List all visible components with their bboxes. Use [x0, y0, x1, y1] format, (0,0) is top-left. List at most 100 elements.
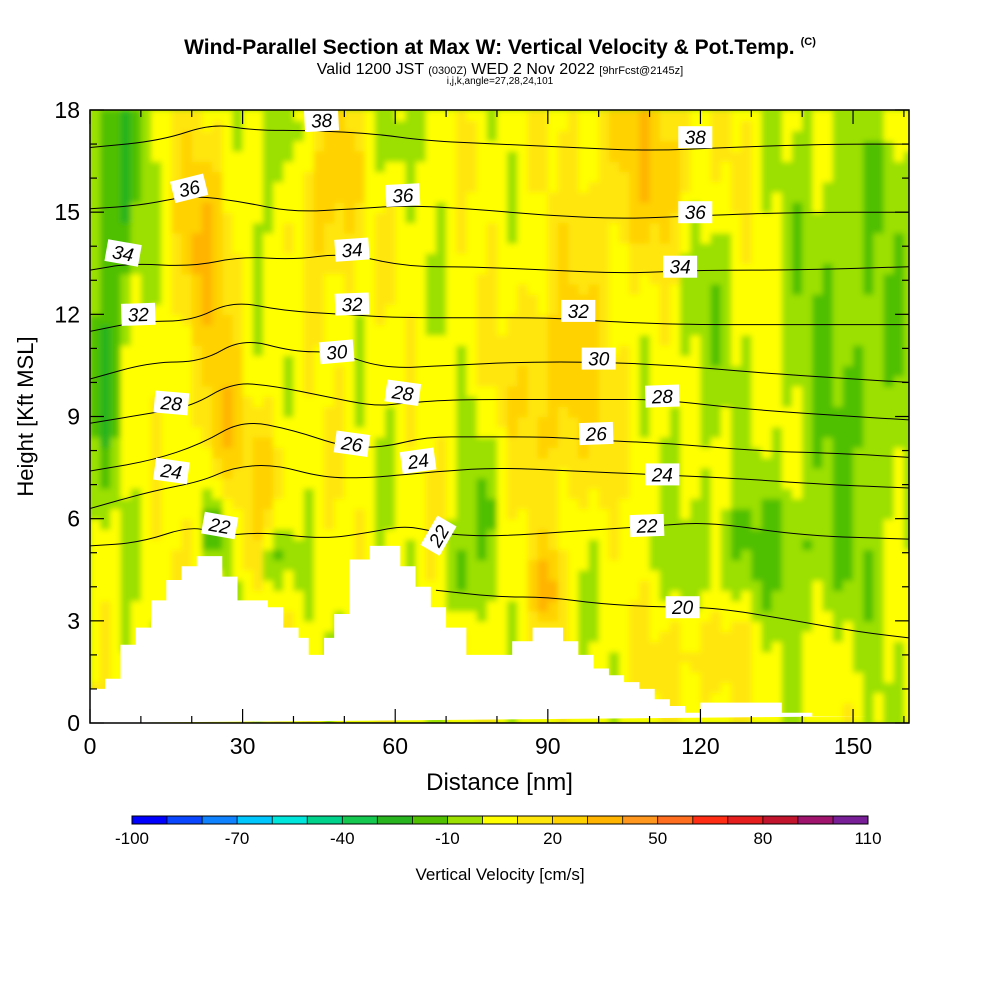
terrain-profile: [90, 545, 869, 723]
colorbar-tick-label: 110: [854, 829, 881, 848]
contour-label-box: [678, 126, 713, 149]
colorbar-swatch: [342, 816, 378, 824]
contour-label-text: 28: [159, 393, 183, 416]
contour-label-box: [334, 292, 370, 316]
contour-label: 32: [561, 299, 596, 323]
contour-label-text: 32: [341, 295, 363, 317]
chart-title-text: Wind-Parallel Section at Max W: Vertical…: [184, 36, 795, 59]
contour-label-text: 22: [206, 515, 232, 540]
contour-label-text: 22: [635, 516, 658, 538]
valid-time-utc: (0300Z): [428, 65, 467, 77]
x-tick-label: 150: [834, 733, 872, 759]
contour-label-text: 38: [310, 111, 333, 133]
contour-label-text: 30: [325, 342, 348, 365]
isentrope-38: [90, 125, 909, 151]
contour-label-text: 24: [405, 450, 430, 474]
colorbar-swatch: [727, 816, 763, 824]
isentrope-26: [90, 423, 909, 472]
contour-label-text: 28: [650, 387, 673, 409]
y-tick-label: 0: [67, 710, 80, 736]
x-axis-label: Distance [nm]: [426, 769, 573, 796]
colorbar-swatch: [552, 816, 588, 824]
contour-label-box: [644, 384, 680, 408]
contour-label-box: [665, 596, 700, 619]
colorbar-swatch: [272, 816, 308, 824]
contour-label: 28: [153, 390, 190, 416]
valid-time-prefix: Valid 1200 JST: [316, 61, 424, 78]
colorbar-swatch: [517, 816, 553, 824]
y-tick-label: 18: [54, 97, 80, 123]
colorbar-swatch: [657, 816, 693, 824]
contour-label: 34: [334, 237, 370, 262]
isentrope-28: [90, 383, 909, 424]
contour-label-text: 32: [568, 302, 590, 323]
colorbar-swatch: [447, 816, 483, 824]
chart-title: Wind-Parallel Section at Max W: Vertical…: [0, 36, 1000, 60]
colorbar-swatch: [307, 816, 343, 824]
colorbar-swatch: [377, 816, 413, 824]
contour-label-box: [333, 430, 371, 457]
contour-label: 36: [385, 183, 421, 208]
colorbar-swatch: [132, 816, 167, 824]
isentrope-30: [90, 342, 909, 383]
contour-label-box: [399, 447, 437, 475]
contour-label: 32: [120, 302, 156, 327]
y-tick-label: 15: [54, 199, 80, 225]
contour-label-box: [120, 302, 156, 326]
contour-label-box: [384, 379, 422, 406]
colorbar-swatch: [797, 816, 833, 824]
contour-label-text: 26: [584, 424, 607, 446]
contour-label: 22: [201, 511, 239, 540]
contour-label-box: [420, 515, 457, 556]
colorbar-tick-label: -100: [115, 829, 149, 848]
copyright-mark: (C): [800, 36, 816, 48]
colorbar-swatch: [237, 816, 273, 824]
x-tick-label: 120: [681, 733, 719, 759]
y-tick-label: 12: [54, 301, 80, 327]
colorbar-tick-label: -40: [330, 829, 355, 848]
contour-label: 22: [629, 513, 665, 538]
valid-date: WED 2 Nov 2022: [471, 61, 595, 78]
colorbar-tick-label: -70: [225, 829, 250, 848]
isentrope-24: [90, 465, 909, 509]
contour-label-box: [385, 183, 421, 207]
contour-label-text: 34: [670, 258, 691, 279]
contour-label-box: [104, 239, 142, 267]
contour-label: 38: [303, 108, 340, 133]
chart-subtitle: i,j,k,angle=27,28,24,101: [446, 76, 554, 87]
colorbar: -100 -70 -40 -10 20 50 80 110 Vertical Velocity …: [115, 815, 882, 884]
contour-label-text: 34: [341, 240, 364, 262]
contour-label-box: [303, 108, 340, 133]
contour-label: 34: [104, 239, 142, 267]
contour-label: 24: [399, 447, 437, 475]
colorbar-swatch: [833, 816, 868, 824]
contour-label-box: [629, 513, 665, 538]
colorbar-frame: [131, 815, 869, 825]
contour-label-text: 36: [392, 186, 415, 208]
isentrope-22: [90, 522, 909, 547]
contour-label: 36: [170, 173, 209, 204]
contour-labels: 38 38 36 36 36 34 34 34 32 32 32 30 30 28 28 28 26 26 24 24…: [104, 108, 713, 619]
colorbar-swatch: [762, 816, 798, 824]
contour-label: 24: [153, 457, 190, 485]
contour-label-box: [645, 463, 680, 486]
contour-label: 38: [678, 126, 713, 149]
y-axis-label: Height [Kft MSL]: [13, 336, 38, 496]
contour-label-box: [153, 457, 190, 485]
contour-label-text: 24: [158, 460, 183, 484]
contour-label: 34: [663, 255, 698, 279]
colorbar-swatch: [202, 816, 238, 824]
colorbar-tick-label: 20: [543, 829, 562, 848]
contour-label-box: [561, 299, 596, 322]
isentrope-20: [435, 589, 909, 639]
y-tick-label: 3: [67, 608, 80, 634]
colorbar-swatch: [587, 816, 623, 824]
forecast-run: [9hrFcst@2145z]: [599, 65, 684, 77]
contour-label-text: 24: [651, 465, 673, 486]
contour-label-box: [581, 347, 616, 370]
contour-label: 28: [384, 379, 422, 406]
colorbar-swatch: [482, 816, 518, 824]
y-tick-label: 6: [67, 506, 80, 532]
contour-label-box: [578, 421, 614, 446]
